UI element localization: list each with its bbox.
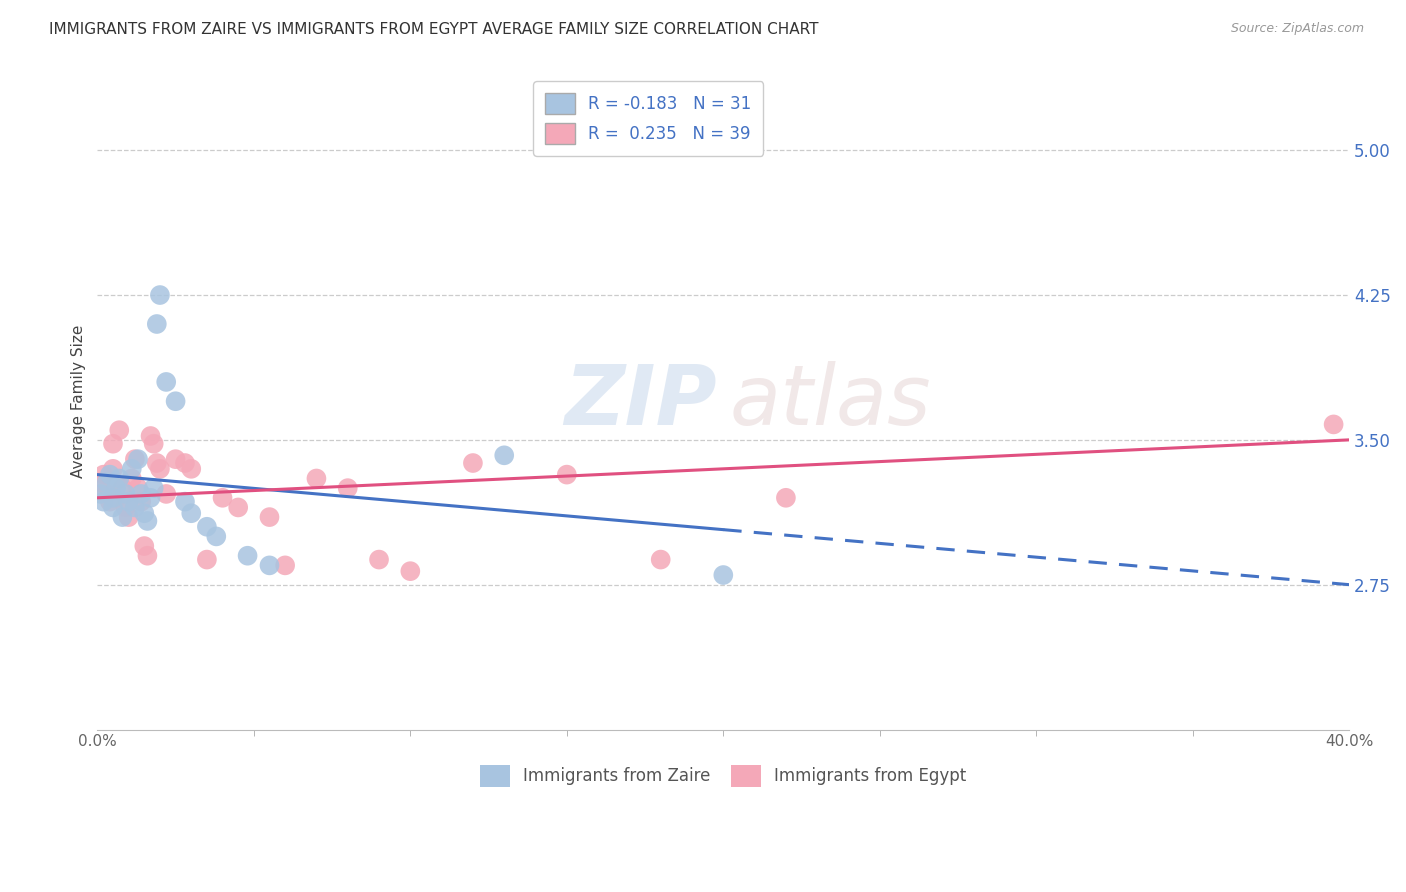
Point bbox=[96, 475, 118, 490]
Point bbox=[1323, 417, 1346, 432]
Point bbox=[236, 549, 259, 563]
Point bbox=[139, 491, 162, 505]
Point bbox=[180, 506, 202, 520]
Point bbox=[139, 429, 162, 443]
Point bbox=[111, 481, 134, 495]
Point bbox=[134, 539, 156, 553]
Point bbox=[114, 487, 136, 501]
Point bbox=[149, 462, 172, 476]
Point bbox=[101, 436, 124, 450]
Point bbox=[142, 481, 165, 495]
Point bbox=[165, 394, 187, 409]
Point bbox=[195, 520, 218, 534]
Point bbox=[146, 456, 169, 470]
Point bbox=[274, 558, 297, 573]
Point bbox=[336, 481, 359, 495]
Point bbox=[650, 552, 672, 566]
Point bbox=[399, 564, 422, 578]
Text: atlas: atlas bbox=[730, 360, 931, 442]
Point bbox=[174, 494, 197, 508]
Point bbox=[121, 462, 143, 476]
Point bbox=[136, 549, 159, 563]
Point bbox=[129, 487, 152, 501]
Point bbox=[259, 558, 281, 573]
Point bbox=[461, 456, 484, 470]
Point bbox=[305, 471, 328, 485]
Point bbox=[89, 475, 111, 490]
Point bbox=[775, 491, 797, 505]
Point bbox=[89, 487, 111, 501]
Point bbox=[98, 467, 121, 482]
Point bbox=[93, 467, 115, 482]
Point bbox=[117, 494, 139, 508]
Point bbox=[149, 288, 172, 302]
Point bbox=[93, 494, 115, 508]
Point bbox=[127, 452, 149, 467]
Point bbox=[155, 375, 177, 389]
Point bbox=[494, 448, 516, 462]
Point bbox=[124, 452, 146, 467]
Point bbox=[117, 510, 139, 524]
Text: IMMIGRANTS FROM ZAIRE VS IMMIGRANTS FROM EGYPT AVERAGE FAMILY SIZE CORRELATION C: IMMIGRANTS FROM ZAIRE VS IMMIGRANTS FROM… bbox=[49, 22, 818, 37]
Point bbox=[101, 462, 124, 476]
Text: Source: ZipAtlas.com: Source: ZipAtlas.com bbox=[1230, 22, 1364, 36]
Legend: Immigrants from Zaire, Immigrants from Egypt: Immigrants from Zaire, Immigrants from E… bbox=[474, 758, 973, 793]
Point bbox=[142, 436, 165, 450]
Point bbox=[180, 462, 202, 476]
Point bbox=[101, 491, 124, 505]
Point bbox=[134, 506, 156, 520]
Point bbox=[211, 491, 233, 505]
Point bbox=[155, 487, 177, 501]
Point bbox=[555, 467, 578, 482]
Point bbox=[96, 487, 118, 501]
Point bbox=[711, 568, 734, 582]
Y-axis label: Average Family Size: Average Family Size bbox=[72, 325, 86, 478]
Point bbox=[108, 423, 131, 437]
Point bbox=[121, 471, 143, 485]
Point bbox=[101, 500, 124, 515]
Point bbox=[108, 471, 131, 485]
Point bbox=[129, 494, 152, 508]
Text: ZIP: ZIP bbox=[564, 360, 717, 442]
Point bbox=[105, 491, 128, 505]
Point bbox=[146, 317, 169, 331]
Point bbox=[368, 552, 391, 566]
Point bbox=[98, 494, 121, 508]
Point bbox=[114, 500, 136, 515]
Point bbox=[136, 514, 159, 528]
Point bbox=[259, 510, 281, 524]
Point bbox=[174, 456, 197, 470]
Point bbox=[124, 500, 146, 515]
Point bbox=[127, 481, 149, 495]
Point bbox=[111, 510, 134, 524]
Point bbox=[165, 452, 187, 467]
Point bbox=[205, 529, 228, 543]
Point bbox=[226, 500, 249, 515]
Point bbox=[105, 481, 128, 495]
Point bbox=[195, 552, 218, 566]
